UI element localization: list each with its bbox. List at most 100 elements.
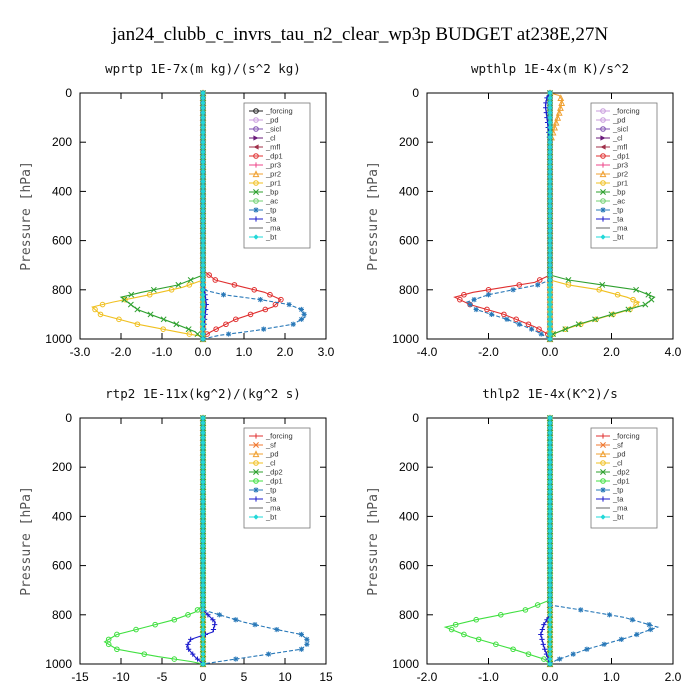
legend-marker [253,460,259,466]
y-tick-label: 0 [65,411,72,425]
data-point [128,291,135,298]
data-point [97,311,104,318]
y-tick-label: 400 [52,184,72,198]
data-point [547,193,553,199]
data-point [200,435,206,441]
data-point [298,646,304,652]
data-point [485,292,492,298]
data-point [200,336,206,342]
data-point [226,331,232,337]
legend-marker [253,144,259,150]
legend-label: _bt [612,513,624,522]
x-tick-label: -3.0 [70,345,91,359]
data-point [547,282,553,288]
data-point [134,321,141,328]
data-point [251,287,258,293]
data-point [547,105,553,111]
y-tick-label: 800 [399,608,419,622]
data-point [200,292,206,298]
data-point [194,607,201,613]
data-point [200,503,206,510]
data-point [535,282,541,288]
data-point [105,641,112,648]
data-point [625,306,632,313]
data-point [186,646,192,652]
data-point [200,188,206,194]
figure-title: jan24_clubb_c_invrs_tau_n2_clear_wp3p BU… [111,24,608,45]
data-point [200,479,206,485]
data-point [134,306,141,313]
data-point [187,277,194,283]
data-point [448,626,455,633]
legend-marker [253,234,259,240]
legend-label: _tp [612,486,623,495]
data-point [200,558,206,564]
data-point [547,223,553,229]
data-point [547,513,553,519]
legend-marker [253,487,259,493]
data-point [501,311,507,318]
legend-marker [600,135,606,141]
data-point [200,474,206,480]
data-point [554,113,562,121]
legend-label: _forcing [612,432,640,441]
data-point [539,626,545,633]
data-point [200,262,206,268]
panel-title: wpthlp 1E-4x(m K)/s^2 [471,61,629,76]
legend-label: _forcing [265,107,293,116]
data-point [452,621,459,628]
data-point [298,631,304,638]
data-point [584,646,590,652]
data-point [557,104,564,111]
data-point [200,430,206,436]
legend-marker [253,117,259,123]
data-point [200,563,206,569]
data-point [547,494,553,500]
data-point [493,641,499,648]
data-point [200,311,206,317]
series-dp1 [103,415,206,667]
legend-marker [253,478,259,484]
data-point [114,631,120,638]
data-point [547,277,553,283]
legend-marker [600,126,606,132]
legend-marker [252,170,260,178]
data-point [200,513,206,519]
data-point [150,286,157,293]
data-point [200,282,206,288]
data-point [200,499,206,505]
data-point [223,321,229,328]
data-point [200,440,206,446]
legend-marker [253,153,259,159]
legend-label: _dp1 [612,152,630,161]
x-tick-label: 2.0 [603,345,620,359]
data-point [200,449,206,456]
data-point [578,607,584,613]
data-point [484,306,490,313]
data-point [547,499,553,505]
data-point [547,100,553,106]
data-point [200,110,206,116]
data-point [633,286,640,293]
data-point [266,651,272,657]
data-point [547,641,553,647]
data-point [99,301,106,308]
y-tick-label: 0 [65,86,72,100]
data-point [547,134,553,140]
legend-marker [600,478,606,484]
data-point [206,272,212,278]
data-point [220,292,227,298]
data-point [547,169,553,175]
legend-label: _bt [612,233,624,242]
data-point [629,617,635,623]
data-point [200,159,206,165]
chart-panel-3: rtp2 1E-11x(kg^2)/(kg^2 s) Pressure [hPa]… [19,386,333,684]
data-point [565,282,572,288]
data-point [575,321,582,328]
data-point [175,281,182,288]
data-point [547,326,553,332]
data-point [213,326,219,332]
data-point [645,291,652,298]
data-point [547,597,553,603]
data-point [475,636,482,643]
